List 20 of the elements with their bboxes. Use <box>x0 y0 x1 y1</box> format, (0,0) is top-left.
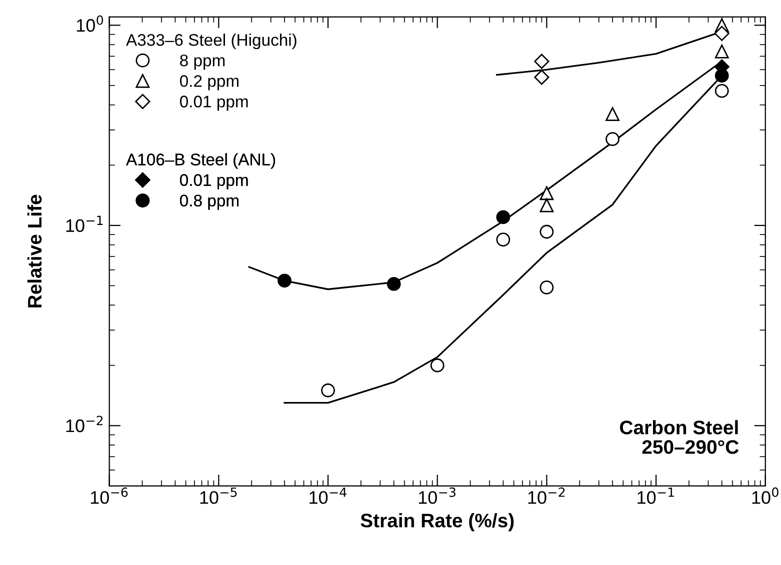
legend-label: 8 ppm <box>180 54 225 70</box>
annotation: Carbon Steel 250–290°C <box>620 420 739 454</box>
legend-label: 0.2 ppm <box>180 75 238 90</box>
legend-label: 0.8 ppm <box>180 194 238 210</box>
annotation: A333–6 Steel (Higuchi) <box>126 34 296 50</box>
y-axis-title: Relative Life <box>27 194 42 308</box>
legend-label: 0.01 ppm <box>180 96 248 111</box>
x-tick-label: 10$^{0}$ <box>752 487 778 504</box>
annotation: A106–B Steel (ANL) <box>126 153 276 169</box>
x-tick-label: 10$^{−2}$ <box>528 487 565 504</box>
x-tick-label: 10$^{−1}$ <box>638 488 674 504</box>
y-tick-label: 10$^{−2}$ <box>66 416 103 432</box>
x-tick-label: 10$^{−5}$ <box>200 488 237 504</box>
x-tick-label: 10$^{−6}$ <box>90 487 128 504</box>
y-tick-label: 10$^{0}$ <box>76 15 104 32</box>
legend-label: 0.01 ppm <box>180 174 248 190</box>
x-axis-title: Strain Rate (%/s) <box>360 513 514 532</box>
y-tick-label: 10$^{−1}$ <box>66 216 103 232</box>
x-tick-label: 10$^{−4}$ <box>310 488 346 504</box>
x-tick-label: 10$^{−3}$ <box>418 487 456 504</box>
